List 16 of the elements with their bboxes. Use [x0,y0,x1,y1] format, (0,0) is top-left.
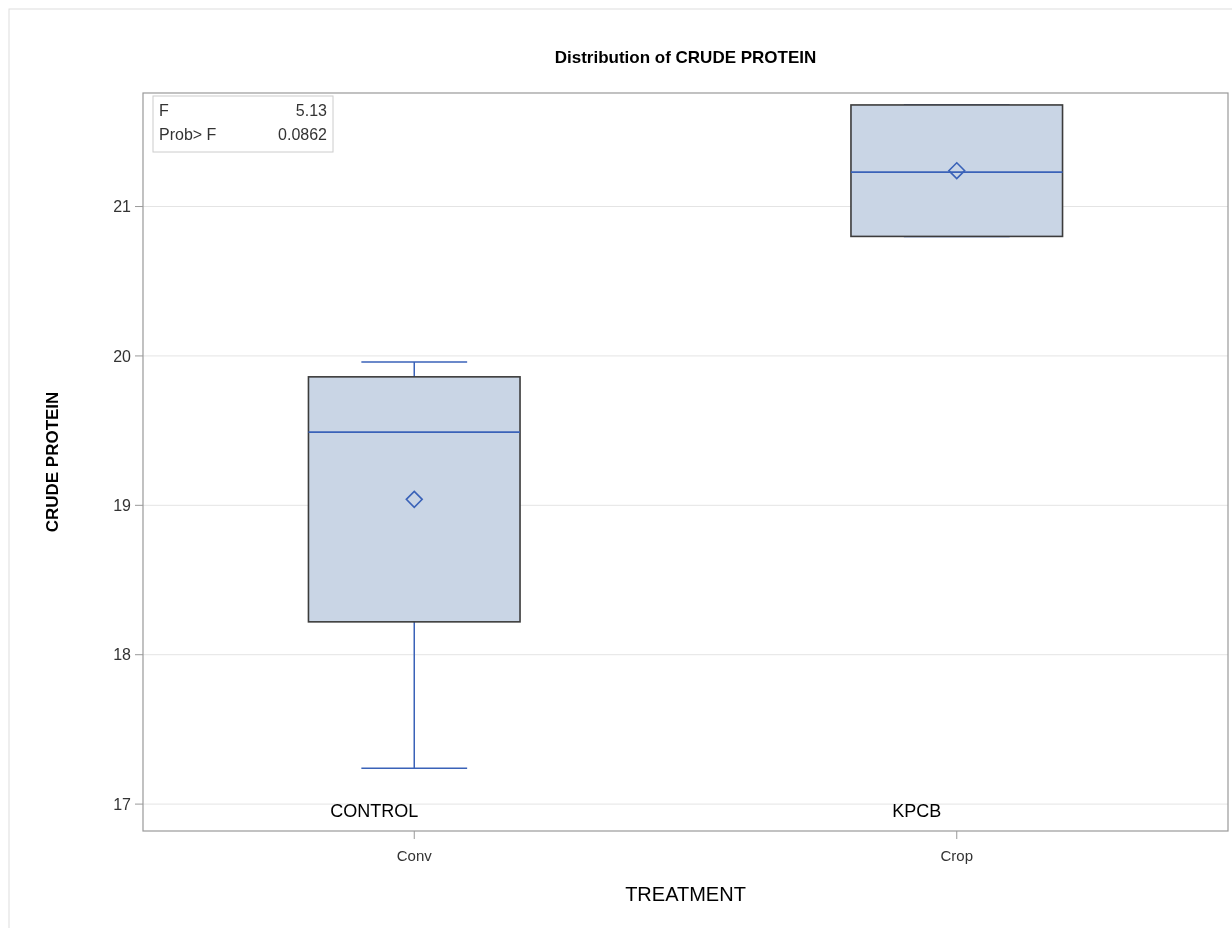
annotation: 5.13 [295,102,328,119]
y-axis-title: CRUDE PROTEIN [43,391,62,533]
x-tick-label: Conv [396,847,433,864]
y-tick-label: 19 [113,496,132,514]
annotation: 0.0862 [278,126,328,143]
annotation: KPCB [892,801,942,822]
annotation: F [159,102,169,119]
y-tick-label: 18 [113,646,132,664]
y-tick-label: 20 [113,347,132,365]
x-tick-label: Crop [940,847,974,864]
chart-title: Distribution of CRUDE PROTEIN [554,48,817,67]
y-tick-label: 17 [113,795,132,813]
x-axis-title: TREATMENT [625,883,746,905]
annotation: CONTROL [330,801,419,822]
y-tick-label: 21 [113,198,132,216]
annotation: Prob> F [159,126,217,143]
